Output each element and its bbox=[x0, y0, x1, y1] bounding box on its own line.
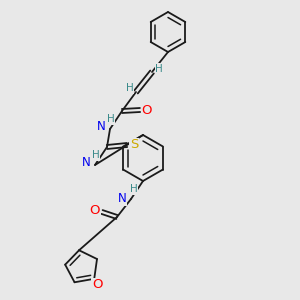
Text: O: O bbox=[90, 203, 100, 217]
Text: N: N bbox=[97, 121, 105, 134]
Text: H: H bbox=[155, 64, 163, 74]
Text: H: H bbox=[126, 83, 134, 93]
Text: O: O bbox=[142, 103, 152, 116]
Text: O: O bbox=[92, 278, 103, 291]
Text: H: H bbox=[92, 150, 100, 160]
Text: N: N bbox=[82, 157, 90, 169]
Text: H: H bbox=[130, 184, 138, 194]
Text: H: H bbox=[107, 114, 115, 124]
Text: N: N bbox=[118, 193, 126, 206]
Text: S: S bbox=[130, 139, 138, 152]
